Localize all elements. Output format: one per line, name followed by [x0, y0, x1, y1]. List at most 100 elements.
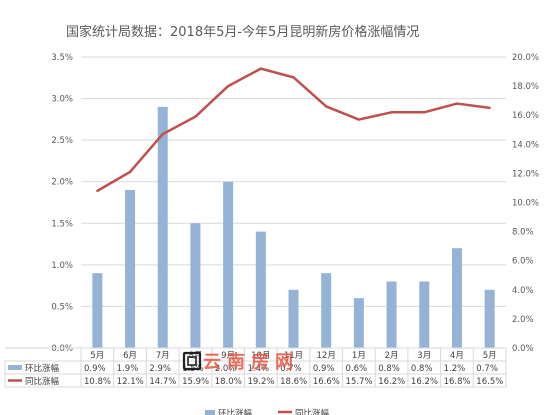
bar-series [92, 106, 495, 348]
left-tick-label: 3.5% [51, 53, 73, 63]
right-tick-label: 18.0% [512, 82, 539, 92]
line-point [324, 105, 328, 108]
chart-title: 国家统计局数据：2018年5月-今年5月昆明新房价格涨幅情况 [66, 24, 419, 40]
line-point [259, 67, 263, 70]
table-value: 2.0% [215, 364, 237, 374]
bottom-legend-bar-label: 环比涨幅 [218, 408, 253, 415]
table-value: 0.9% [313, 364, 335, 374]
category-label: 5月 [483, 351, 497, 361]
category-label: 4月 [450, 351, 464, 361]
table-value: 0.7% [280, 364, 302, 374]
bar [125, 190, 136, 348]
table-value: 0.6% [346, 364, 368, 374]
table-value: 1.4% [247, 364, 269, 374]
right-tick-label: 2.0% [512, 315, 534, 325]
line-point [226, 84, 230, 88]
right-tick-label: 6.0% [512, 257, 534, 267]
right-tick-label: 20.0% [512, 53, 539, 63]
table-value: 0.8% [378, 364, 400, 374]
table-value: 16.2% [378, 377, 405, 387]
legend-label: 同比涨幅 [25, 376, 60, 387]
table-value: 2.9% [149, 364, 171, 374]
right-tick-label: 12.0% [512, 169, 539, 179]
table-value: 18.6% [280, 377, 307, 387]
table-value: 16.6% [313, 377, 340, 387]
left-tick-label: 0.5% [51, 302, 73, 312]
line-point [161, 132, 164, 136]
left-tick-label: 0.0% [51, 344, 73, 354]
category-label: 11月 [284, 351, 303, 361]
bar [157, 106, 168, 348]
right-tick-label: 8.0% [512, 228, 534, 238]
table-value: 15.9% [182, 377, 209, 387]
line-point [292, 76, 295, 79]
category-label: 7月 [156, 351, 170, 361]
category-label: 3月 [417, 351, 431, 361]
bar [223, 181, 234, 348]
table-value: 14.7% [149, 377, 176, 387]
line-point [455, 102, 459, 105]
legend-swatch-bar [8, 365, 22, 370]
gridlines [81, 56, 506, 349]
table-value: 10.8% [84, 377, 111, 387]
table-value: 0.7% [476, 364, 498, 374]
bottom-legend-bar-swatch [205, 410, 215, 415]
watermark-logo [182, 351, 202, 371]
right-tick-label: 14.0% [512, 140, 539, 150]
line-point [357, 118, 361, 121]
table-value: 1.9% [117, 364, 139, 374]
left-axis-ticks: 0.0% 0.5% 1.0% 1.5% 2.0% 2.5% 3.0% 3.5% [51, 53, 73, 354]
table-value: 15.7% [346, 377, 373, 387]
watermark-logo-inner [187, 356, 197, 366]
right-tick-label: 10.0% [512, 199, 539, 209]
table-value: 12.1% [117, 377, 144, 387]
category-label: 2月 [385, 351, 399, 361]
line-point [488, 106, 491, 110]
left-tick-label: 2.5% [51, 136, 73, 146]
table-value: 16.2% [411, 377, 438, 387]
line-point [128, 170, 132, 174]
category-label: 12月 [317, 351, 336, 361]
bar [321, 273, 332, 348]
line-point [423, 111, 426, 114]
category-label: 5月 [90, 351, 104, 361]
right-tick-label: 16.0% [512, 111, 539, 121]
table-value: 1.2% [444, 364, 466, 374]
line-path [96, 67, 490, 192]
table-value: 19.2% [247, 377, 274, 387]
category-label: 8月 [188, 351, 202, 361]
bottom-legend: 环比涨幅 同比涨幅 [205, 408, 330, 415]
table-value: 0.9% [84, 364, 106, 374]
left-tick-label: 1.5% [51, 219, 73, 229]
table-value: 18.0% [215, 377, 242, 387]
legend-label: 环比涨幅 [25, 363, 60, 374]
bar [451, 248, 462, 348]
bar [484, 289, 495, 348]
bar [386, 281, 397, 348]
category-label: 1月 [352, 351, 366, 361]
table-value: 16.5% [476, 377, 503, 387]
left-tick-label: 3.0% [51, 95, 73, 105]
bar [288, 289, 299, 348]
category-label: 6月 [123, 351, 137, 361]
right-axis-ticks: 0.0% 2.0% 4.0% 6.0% 8.0% 10.0% 12.0% 14.0% 16.0%… [512, 53, 539, 354]
bar [419, 281, 430, 348]
watermark: 云南房网 [182, 351, 299, 373]
line-point [390, 111, 393, 114]
table-value: 16.8% [444, 377, 471, 387]
watermark-text: 云南房网 [203, 351, 299, 373]
line-series [96, 67, 491, 193]
right-tick-label: 4.0% [512, 286, 534, 296]
bar [255, 231, 266, 348]
bar [353, 298, 364, 348]
left-tick-label: 2.0% [51, 178, 73, 188]
left-tick-label: 1.0% [51, 261, 73, 271]
bottom-legend-line-label: 同比涨幅 [295, 408, 330, 415]
category-label: 10月 [251, 351, 270, 361]
right-tick-label: 0.0% [512, 344, 534, 354]
line-point [194, 115, 197, 118]
line-point [96, 189, 99, 193]
bar [190, 223, 201, 348]
